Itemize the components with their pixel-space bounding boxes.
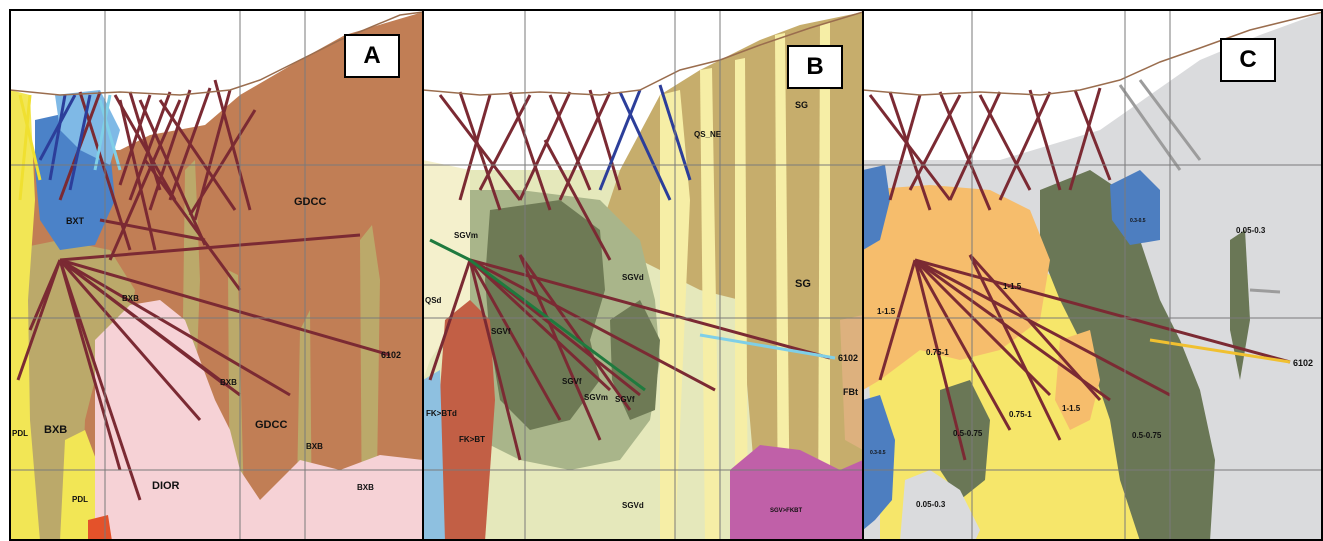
label-pdl-left: PDL: [12, 429, 28, 438]
fbt-unit: [840, 315, 863, 450]
panel-letter-c: C: [1220, 38, 1276, 82]
topography-line-a: [10, 11, 423, 96]
grade-1-1.5-unit: [863, 185, 1050, 390]
label-bxb-center: BXB: [220, 378, 237, 387]
label-grade-05-center: 0.5-0.75: [953, 429, 983, 438]
grid-a: [10, 10, 423, 541]
drill-traces-a-blue: [38, 94, 92, 191]
grade-1-1.5-right: [1055, 330, 1100, 430]
label-fk-bt: FK>BT: [459, 435, 485, 444]
grade-0.3-0.5-left: [863, 165, 890, 250]
panel-letter-b: B: [787, 45, 843, 89]
drill-traces-b: [428, 89, 831, 461]
label-fk-btd: FK>BTd: [426, 409, 457, 418]
pdl-unit-lower: [60, 430, 100, 541]
grade-low-pocket: [900, 470, 980, 541]
label-6102: 6102: [1293, 358, 1313, 368]
panel-b: SG QS_NE SGVm SG SGVd QSd SGVf SGVf SGVm…: [423, 10, 863, 541]
label-bxb-mid: BXB: [122, 294, 139, 303]
drill-traces-c: [868, 87, 1291, 461]
label-grade-03-right: 0.3-0.5: [1130, 218, 1146, 224]
orange-patch: [88, 515, 112, 541]
label-pdl-low: PDL: [72, 495, 88, 504]
panel-letter-a: A: [344, 34, 400, 78]
label-sgvf-2: SGVf: [562, 377, 582, 386]
label-sgvm-low: SGVm: [584, 393, 608, 402]
dior-unit: [95, 300, 423, 541]
sg-yellow-band-1: [700, 68, 720, 541]
qsd-unit: [423, 160, 470, 380]
drill-traces-c-yellow: [1149, 338, 1291, 364]
label-bxb-bottom: BXB: [357, 483, 374, 492]
label-sgvm-top: SGVm: [454, 231, 478, 240]
grid-c: [863, 10, 1323, 541]
grade-0.5-0.75-unit: [1040, 170, 1215, 541]
pdl-unit: [10, 90, 40, 541]
label-grade-075-center: 0.75-1: [1009, 410, 1032, 419]
label-sgvd-low: SGVd: [622, 501, 644, 510]
label-grade-1-right: 1-1.5: [1062, 404, 1081, 413]
label-sgvf-3: SGVf: [615, 395, 635, 404]
sg-yellow-band-4: [818, 22, 830, 541]
label-6102: 6102: [381, 350, 401, 360]
label-qsd: QSd: [425, 296, 442, 305]
drill-traces-b-green: [429, 238, 646, 392]
sgv-fkbt-unit: [730, 445, 863, 541]
label-sgv-fkbt: SGV>FKBT: [770, 508, 803, 514]
panel-c: 0.05-0.3 0.3-0.5 1-1.5 1-1.5 0.75-1 0.75…: [863, 10, 1323, 541]
label-qs-ne: QS_NE: [694, 130, 722, 139]
drill-traces-a-light: [93, 94, 122, 171]
label-sg-mid: SG: [795, 278, 811, 290]
grade-0.3-0.5-lower: [863, 395, 895, 530]
label-fbt: FBt: [843, 387, 858, 397]
label-grade-075-left: 0.75-1: [926, 348, 949, 357]
label-sgvd-mid: SGVd: [622, 273, 644, 282]
label-bxt: BXT: [66, 216, 85, 226]
label-grade-1-top: 1-1.5: [1003, 282, 1022, 291]
grade-0.5-0.75-strip: [1230, 230, 1250, 380]
panel-a: GDCC BXT BXB BXB GDCC BXB PDL BXB PDL DI…: [10, 10, 423, 541]
label-grade-05-right: 0.5-0.75: [1132, 431, 1162, 440]
fkbtd-unit: [423, 370, 445, 541]
fkbt-unit: [438, 300, 495, 541]
drill-traces-a-yellow: [18, 94, 42, 201]
panel-borders: [9, 9, 1323, 541]
label-sgvf-1: SGVf: [491, 327, 511, 336]
label-sg-top: SG: [795, 100, 808, 110]
drill-traces-b-light: [699, 333, 836, 360]
label-gdcc-top: GDCC: [294, 196, 326, 208]
label-grade-low-bottom: 0.05-0.3: [916, 500, 946, 509]
label-dior: DIOR: [152, 480, 180, 492]
label-grade-1-left: 1-1.5: [877, 307, 896, 316]
grade-0.3-0.5-right: [1110, 170, 1160, 245]
grid-b: [423, 10, 863, 541]
sgvf-unit-2: [610, 300, 660, 420]
label-grade-low-top: 0.05-0.3: [1236, 226, 1266, 235]
topography-line-b: [423, 11, 863, 96]
sg-yellow-band-3: [775, 33, 790, 541]
label-6102: 6102: [838, 353, 858, 363]
label-grade-03-left: 0.3-0.5: [870, 450, 886, 456]
label-bxb-left: BXB: [44, 424, 67, 436]
label-gdcc-low: GDCC: [255, 419, 287, 431]
sg-yellow-band-2: [735, 58, 748, 541]
label-bxb-right: BXB: [306, 442, 323, 451]
